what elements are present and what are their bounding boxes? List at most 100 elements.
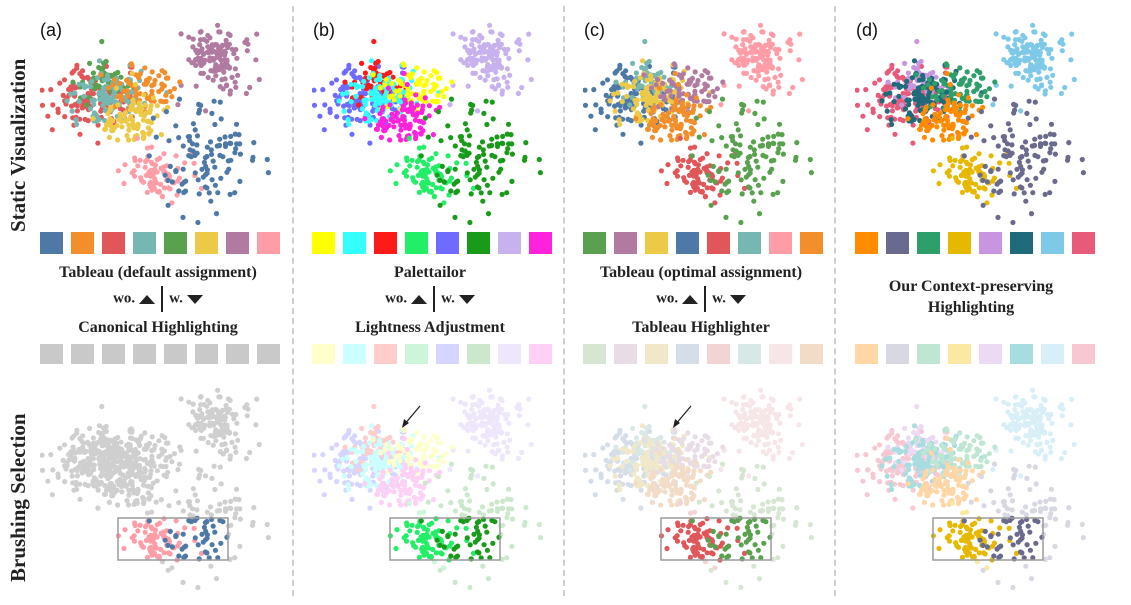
scatter-point: [378, 499, 384, 505]
scatter-point: [739, 466, 745, 472]
scatter-point: [349, 496, 355, 502]
scatter-point: [218, 481, 224, 487]
scatter-point: [390, 458, 396, 464]
scatter-point: [223, 61, 229, 67]
scatter-point: [667, 77, 673, 83]
scatter-point: [741, 70, 747, 76]
scatter-point: [536, 156, 542, 163]
scatter-point: [508, 497, 514, 503]
selected-point: [695, 531, 701, 537]
scatter-point: [755, 164, 761, 170]
scatter-point: [501, 439, 507, 445]
scatter-point: [176, 175, 182, 181]
scatter-point: [505, 46, 511, 53]
scatter-point: [689, 483, 695, 489]
scatter-point: [794, 505, 800, 511]
scatter-point: [1005, 36, 1011, 42]
scatter-point: [193, 83, 199, 89]
scatter-point: [228, 522, 234, 528]
scatter-point: [509, 543, 515, 549]
scatter-point: [775, 515, 781, 521]
scatter-point: [637, 75, 643, 81]
scatter-point: [505, 411, 511, 418]
scatter-point: [660, 476, 666, 482]
scatter-point: [689, 169, 695, 175]
scatter-point: [757, 143, 763, 149]
scatter-point: [504, 431, 510, 437]
scatter-point: [95, 505, 101, 511]
scatter-point: [701, 181, 707, 187]
scatter-point: [598, 474, 604, 480]
scatter-point: [363, 466, 369, 473]
scatter-point: [421, 88, 427, 94]
scatter-point: [521, 522, 528, 528]
selected-point: [144, 554, 150, 560]
scatter-point: [109, 463, 115, 469]
scatter-point: [772, 439, 778, 445]
selected-point: [716, 533, 722, 540]
scatter-point: [346, 430, 352, 436]
scatter-point: [741, 62, 747, 68]
scatter-point: [125, 458, 131, 464]
scatter-point: [431, 446, 437, 452]
scatter-point: [144, 95, 150, 101]
scatter-point: [159, 81, 165, 87]
scatter-point: [710, 453, 716, 460]
scatter-point: [329, 80, 335, 86]
brush-palette-swatch: [133, 344, 156, 364]
scatter-point: [714, 86, 720, 92]
scatter-point: [764, 434, 770, 440]
scatter-point: [751, 512, 757, 518]
scatter-point: [622, 470, 628, 476]
scatter-point: [733, 401, 739, 407]
scatter-point: [505, 486, 512, 492]
scatter-point: [661, 439, 667, 445]
scatter-point: [526, 31, 532, 37]
scatter-point: [462, 121, 468, 127]
scatter-point: [485, 438, 491, 444]
scatter-point: [765, 508, 772, 514]
scatter-point: [70, 79, 76, 85]
scatter-point: [774, 416, 780, 422]
scatter-point: [233, 146, 239, 152]
scatter-point: [503, 416, 509, 422]
scatter-point: [691, 103, 697, 109]
selected-point: [719, 540, 725, 546]
scatter-point: [227, 32, 233, 38]
scatter-point: [108, 123, 114, 129]
scatter-point: [104, 463, 110, 469]
scatter-point: [506, 420, 512, 426]
scatter-point: [70, 444, 76, 450]
selected-point: [441, 544, 447, 550]
panel-label-d: (d): [856, 20, 878, 40]
scatter-point: [217, 136, 223, 142]
scatter-point: [193, 448, 199, 454]
scatter-point: [630, 471, 636, 477]
scatter-point: [135, 486, 141, 492]
scatter-point: [649, 499, 655, 505]
brush-palette-swatch: [800, 344, 823, 364]
scatter-point: [401, 454, 407, 460]
selected-point: [492, 519, 498, 525]
scatter-point: [211, 422, 217, 428]
scatter-point: [421, 434, 427, 440]
brush-palette-swatch: [645, 344, 668, 364]
scatter-point: [178, 31, 184, 37]
scatter-point: [761, 481, 767, 487]
scatter-point: [652, 493, 658, 499]
scatter-point: [695, 162, 701, 168]
scatter-point: [48, 452, 54, 458]
scatter-point: [424, 77, 430, 84]
scatter-point: [176, 135, 182, 141]
static-scatter-d: [855, 22, 1086, 225]
selected-point: [745, 520, 751, 526]
scatter-point: [652, 98, 658, 104]
triangle-down-icon: [729, 294, 746, 304]
scatter-point: [424, 166, 430, 172]
scatter-point: [393, 478, 399, 485]
scatter-point: [414, 102, 420, 108]
brush-palette-swatch: [707, 344, 730, 364]
scatter-point: [363, 97, 369, 103]
scatter-point: [476, 144, 482, 150]
scatter-point: [158, 181, 164, 187]
